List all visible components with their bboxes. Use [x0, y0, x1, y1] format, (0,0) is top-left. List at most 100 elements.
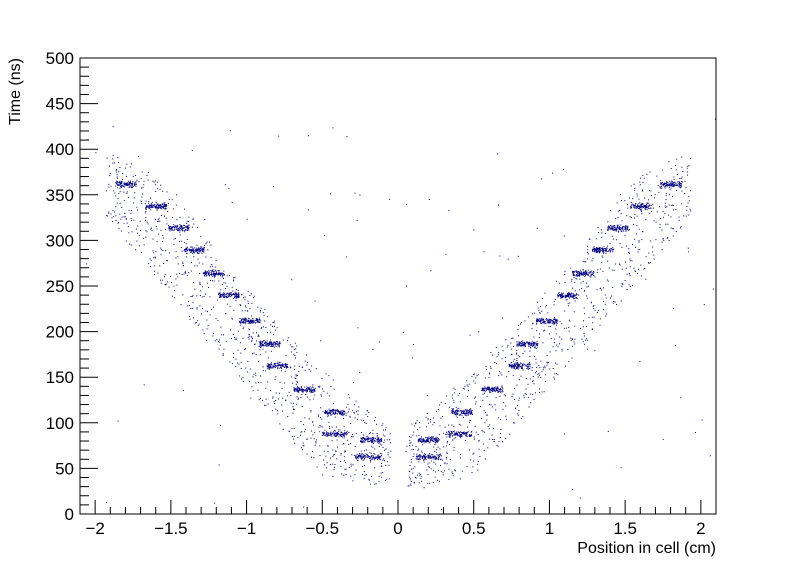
- data-point: [449, 430, 451, 432]
- data-point: [602, 309, 604, 311]
- data-point: [437, 455, 439, 457]
- data-point: [489, 373, 491, 375]
- data-point: [597, 248, 599, 250]
- data-point: [422, 444, 424, 446]
- data-point: [432, 437, 434, 439]
- data-point: [419, 426, 421, 428]
- data-point: [425, 459, 427, 461]
- data-point: [223, 334, 224, 336]
- data-point: [546, 318, 547, 320]
- data-point: [378, 455, 380, 457]
- data-point: [515, 368, 517, 370]
- data-point: [420, 478, 422, 480]
- data-point: [423, 457, 425, 458]
- data-point: [532, 376, 534, 377]
- data-point: [118, 185, 120, 187]
- data-point: [466, 409, 468, 411]
- data-point: [274, 344, 276, 346]
- data-point: [334, 413, 336, 415]
- data-point: [262, 348, 264, 350]
- data-point: [248, 318, 250, 320]
- data-point: [244, 310, 246, 312]
- data-point: [265, 342, 267, 344]
- data-point: [555, 280, 557, 282]
- data-point: [232, 297, 234, 299]
- data-point: [235, 289, 237, 291]
- data-point: [186, 248, 188, 250]
- data-point: [148, 202, 149, 204]
- data-point: [442, 474, 444, 476]
- data-point: [619, 228, 621, 230]
- data-point: [522, 343, 524, 345]
- data-point: [283, 364, 285, 366]
- data-point: [151, 206, 153, 208]
- data-point: [582, 341, 584, 343]
- data-point: [587, 285, 589, 287]
- data-point: [223, 348, 225, 350]
- data-point: [357, 410, 359, 412]
- data-point: [132, 175, 134, 177]
- data-point: [454, 433, 456, 435]
- data-point: [487, 426, 489, 428]
- data-point: [356, 219, 358, 221]
- data-point: [556, 324, 558, 326]
- data-point: [363, 458, 365, 460]
- data-point: [192, 250, 194, 252]
- data-point: [215, 273, 217, 275]
- data-point: [648, 207, 650, 209]
- data-point: [184, 225, 185, 226]
- data-point: [489, 389, 491, 391]
- data-point: [578, 271, 580, 273]
- data-point: [553, 318, 555, 320]
- data-point: [488, 386, 490, 388]
- data-point: [596, 249, 598, 251]
- data-point: [561, 293, 563, 295]
- data-point: [613, 229, 615, 231]
- data-point: [386, 478, 388, 480]
- data-point: [437, 409, 439, 411]
- data-point: [205, 275, 207, 277]
- data-point: [586, 338, 588, 340]
- data-point: [296, 389, 298, 391]
- data-point: [444, 462, 446, 464]
- data-point: [109, 172, 111, 174]
- data-point: [531, 328, 533, 330]
- data-point: [217, 274, 219, 276]
- data-point: [645, 219, 647, 221]
- data-point: [445, 457, 447, 458]
- data-point: [485, 388, 487, 390]
- data-point: [134, 192, 136, 194]
- data-point: [219, 272, 221, 274]
- data-point: [646, 202, 648, 204]
- data-point: [486, 389, 488, 391]
- data-point: [660, 218, 662, 219]
- data-point: [540, 360, 542, 362]
- data-point: [438, 434, 440, 436]
- data-point: [455, 415, 457, 417]
- data-point: [377, 459, 378, 461]
- data-point: [438, 440, 440, 442]
- data-point: [630, 202, 632, 204]
- data-point: [108, 211, 110, 213]
- data-point: [656, 211, 658, 213]
- data-point: [326, 435, 328, 437]
- data-point: [319, 425, 321, 426]
- data-point: [485, 366, 487, 367]
- data-point: [344, 450, 346, 452]
- data-point: [297, 436, 299, 438]
- data-point: [272, 366, 274, 368]
- data-point: [223, 297, 225, 298]
- data-point: [453, 434, 455, 436]
- data-point: [409, 478, 411, 480]
- data-point: [553, 304, 555, 306]
- data-point: [226, 303, 228, 305]
- data-point: [638, 228, 640, 230]
- data-point: [539, 312, 541, 314]
- data-point: [423, 459, 425, 461]
- data-point: [493, 390, 495, 392]
- data-point: [634, 270, 636, 272]
- data-point: [505, 415, 507, 417]
- data-point: [603, 250, 605, 252]
- data-point: [124, 212, 126, 214]
- data-point: [636, 195, 638, 197]
